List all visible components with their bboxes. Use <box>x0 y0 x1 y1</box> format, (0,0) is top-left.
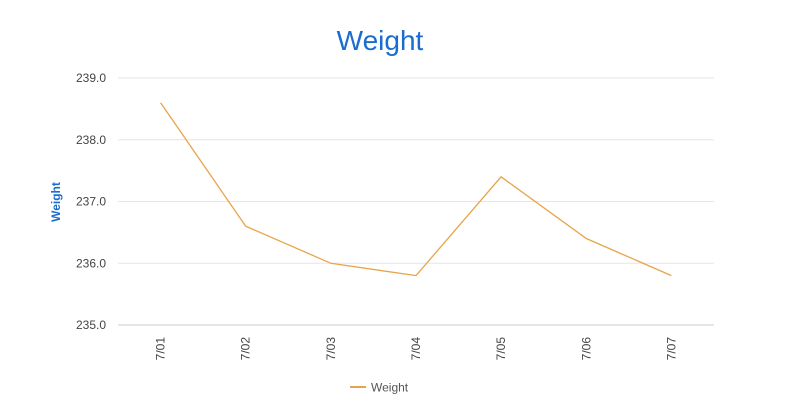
legend-label[interactable]: Weight <box>371 381 409 395</box>
x-tick-label: 7/02 <box>239 337 253 361</box>
x-tick-label: 7/01 <box>154 337 168 361</box>
x-tick-label: 7/06 <box>579 337 593 361</box>
data-points <box>161 103 672 276</box>
x-tick-label: 7/07 <box>664 337 678 361</box>
y-axis-ticks: 235.0 236.0 237.0 238.0 239.0 <box>76 71 106 332</box>
y-tick-label: 237.0 <box>76 195 106 209</box>
chart-title: Weight <box>337 25 424 56</box>
x-tick-label: 7/05 <box>494 337 508 361</box>
x-axis-ticks: 7/01 7/02 7/03 7/04 7/05 7/06 7/07 <box>154 337 679 361</box>
y-tick-label: 238.0 <box>76 133 106 147</box>
x-tick-label: 7/04 <box>409 337 423 361</box>
gridlines <box>118 78 714 325</box>
y-tick-label: 236.0 <box>76 256 106 270</box>
series-line-weight <box>161 103 672 276</box>
series-lines <box>161 103 672 276</box>
y-axis-label: Weight <box>49 182 63 222</box>
x-tick-label: 7/03 <box>324 337 338 361</box>
y-tick-label: 235.0 <box>76 318 106 332</box>
y-tick-label: 239.0 <box>76 71 106 85</box>
legend[interactable]: Weight <box>350 381 409 395</box>
